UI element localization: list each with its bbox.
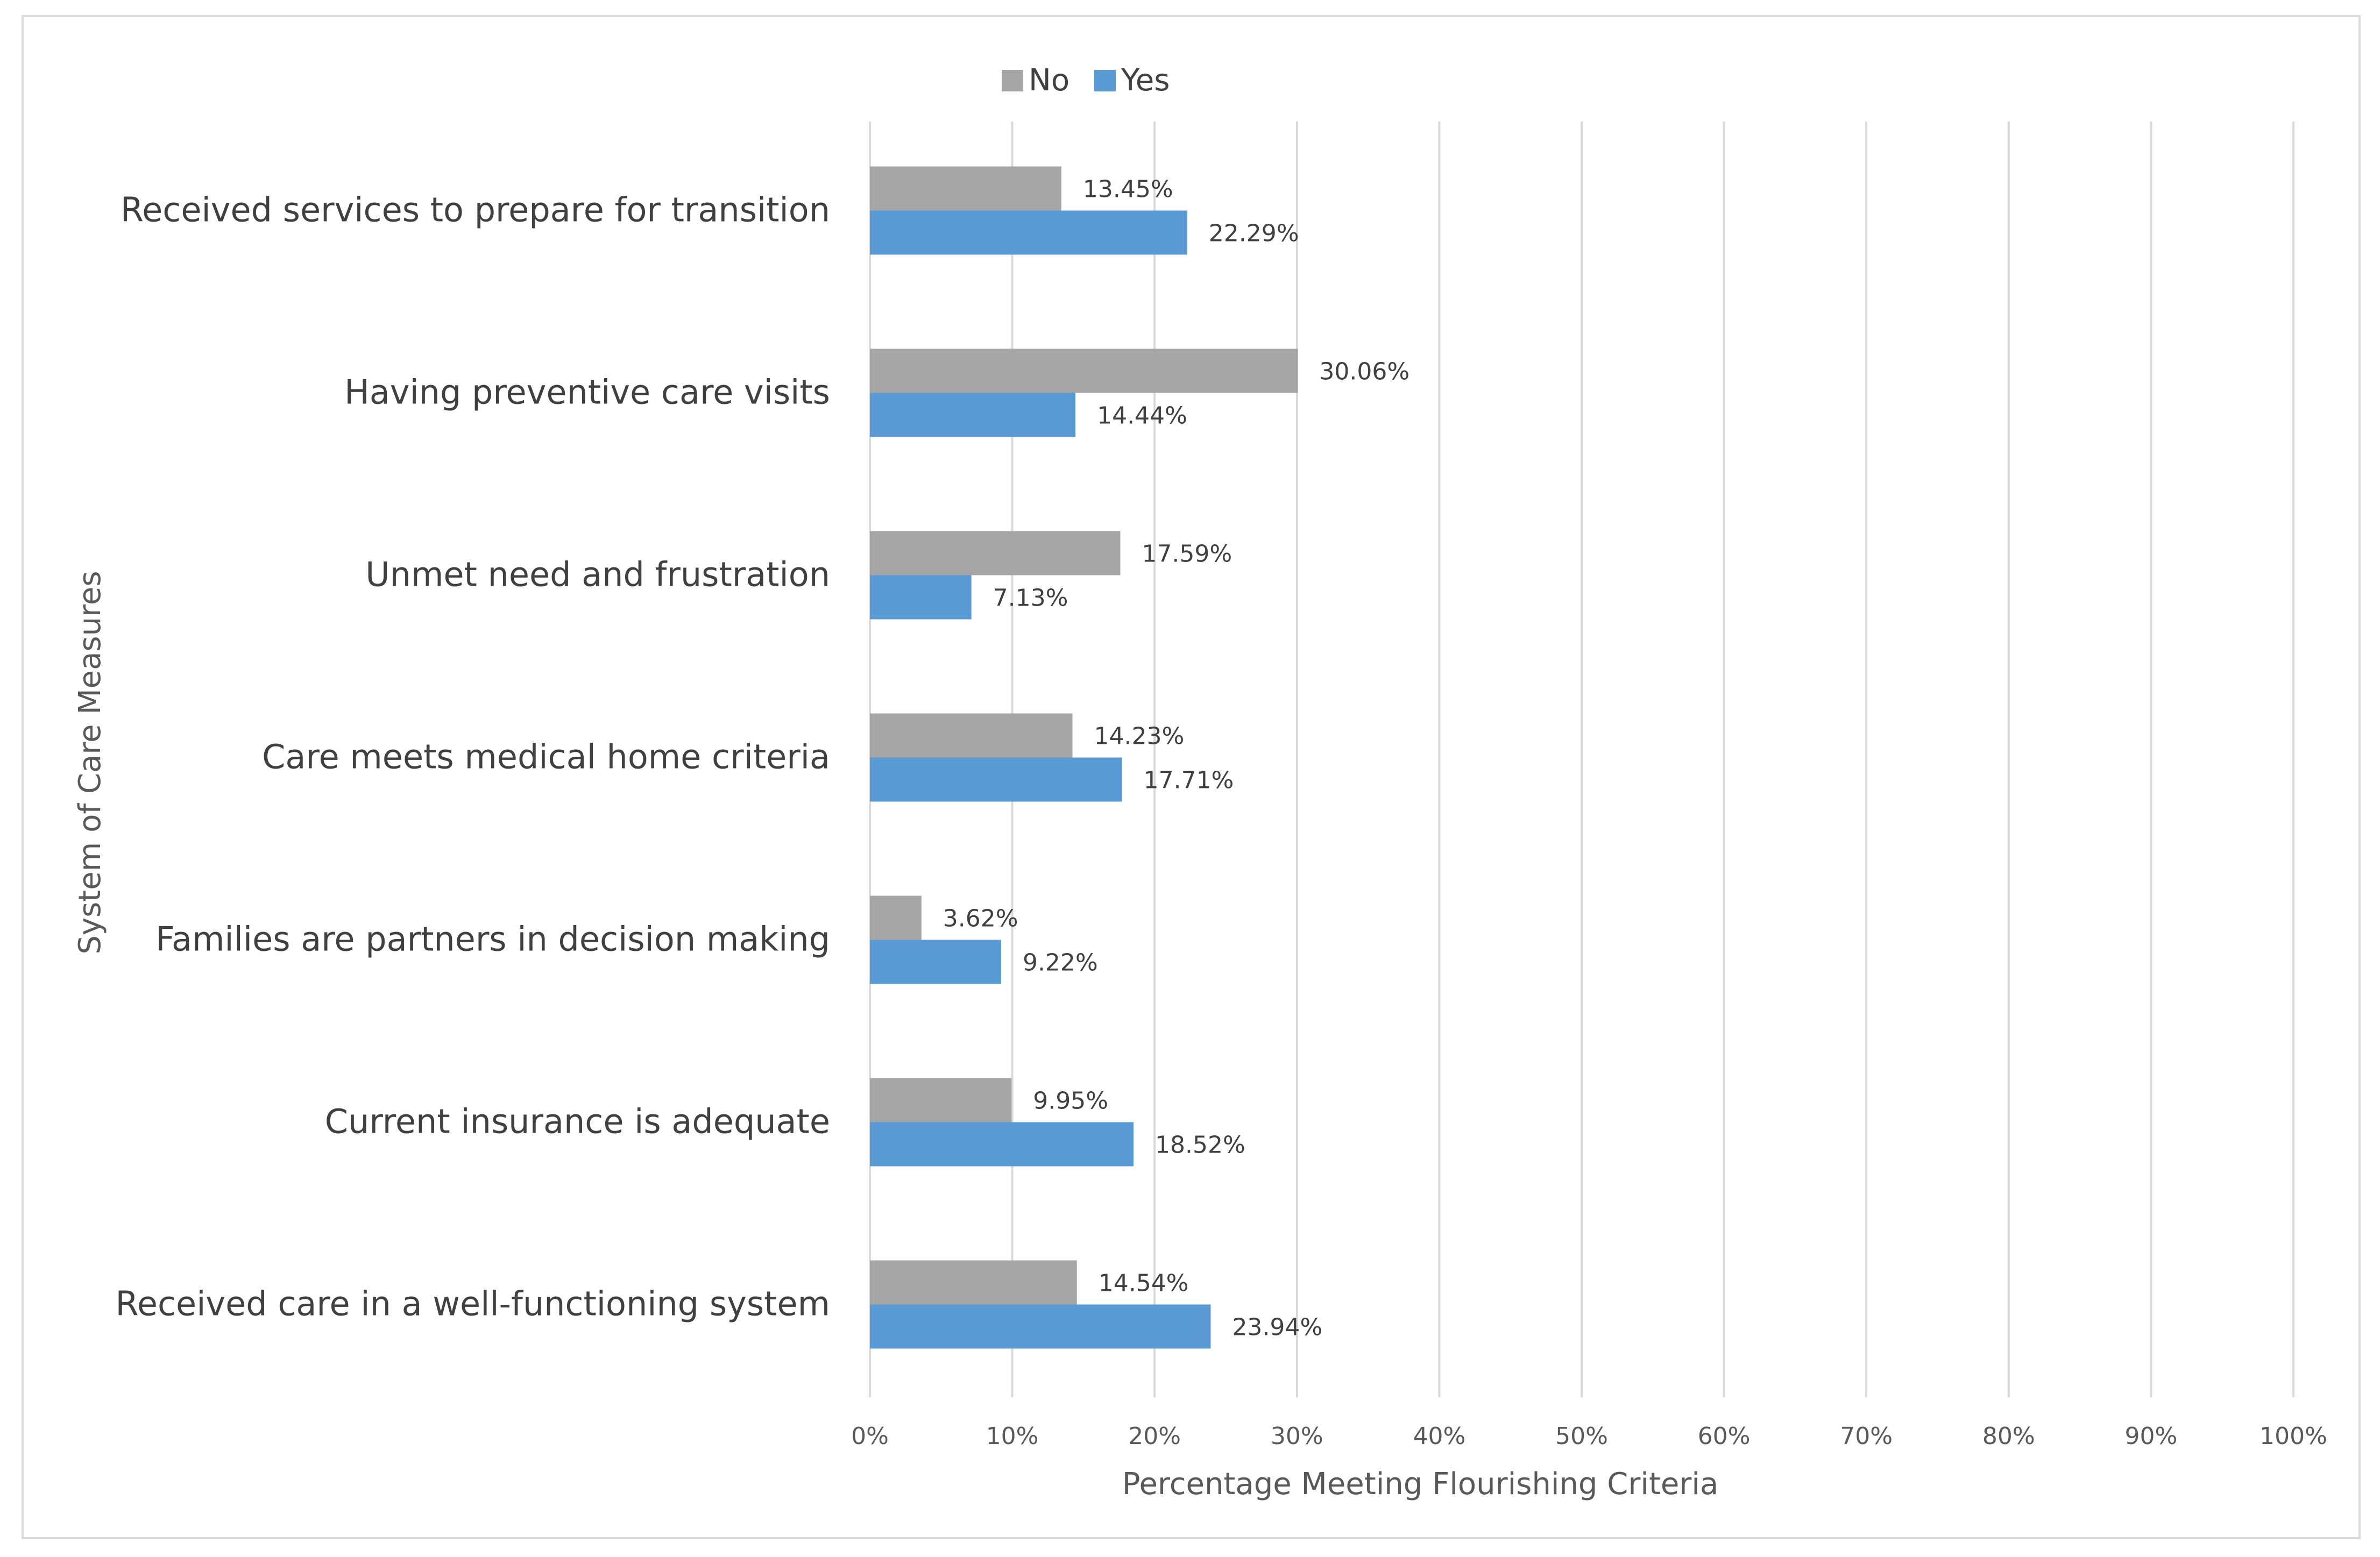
category-label: Received services to prepare for transit… xyxy=(121,190,830,230)
x-tick-label: 70% xyxy=(1840,1423,1893,1450)
data-label-no: 3.62% xyxy=(943,905,1018,933)
data-label-yes: 9.22% xyxy=(1023,949,1098,977)
x-tick-label: 90% xyxy=(2125,1423,2178,1450)
x-tick-label: 40% xyxy=(1413,1423,1466,1450)
bar-chart: 13.45% 22.29% 30.06% 14.44% 17.59% 7.13% 14.23… xyxy=(0,0,2380,1557)
legend: No Yes xyxy=(1002,63,1170,98)
data-label-yes: 17.71% xyxy=(1144,767,1234,794)
legend-label-no: No xyxy=(1029,63,1069,98)
x-tick-label: 20% xyxy=(1128,1423,1181,1450)
x-tick-label: 10% xyxy=(986,1423,1039,1450)
category-label: Current insurance is adequate xyxy=(325,1102,830,1141)
y-axis-title: System of Care Measures xyxy=(73,571,108,954)
category-label: Having preventive care visits xyxy=(344,373,830,412)
bar-yes xyxy=(870,1122,1134,1167)
data-label-no: 13.45% xyxy=(1083,176,1173,203)
data-label-no: 14.23% xyxy=(1094,723,1185,750)
data-label-no: 9.95% xyxy=(1033,1087,1108,1115)
legend-swatch-yes xyxy=(1094,70,1116,91)
category-label: Unmet need and frustration xyxy=(365,555,830,594)
bar-yes xyxy=(870,211,1187,255)
legend-label-yes: Yes xyxy=(1121,63,1170,98)
x-tick-label: 60% xyxy=(1698,1423,1751,1450)
bar-no xyxy=(870,349,1298,393)
category-label: Received care in a well-functioning syst… xyxy=(116,1284,830,1324)
category-labels: Received services to prepare for transit… xyxy=(116,190,830,1324)
data-label-yes: 7.13% xyxy=(993,585,1068,612)
bar-no xyxy=(870,531,1120,575)
x-tick-label: 0% xyxy=(851,1423,889,1450)
bars xyxy=(870,167,1298,1349)
data-label-yes: 14.44% xyxy=(1097,402,1187,430)
bar-yes xyxy=(870,940,1001,984)
category-label: Care meets medical home criteria xyxy=(262,737,830,777)
x-tick-label: 50% xyxy=(1555,1423,1608,1450)
bar-no xyxy=(870,167,1061,211)
data-label-yes: 23.94% xyxy=(1232,1314,1322,1341)
bar-no xyxy=(870,1078,1011,1122)
data-label-no: 14.54% xyxy=(1099,1270,1189,1297)
x-tick-labels: 0% 10% 20% 30% 40% 50% 60% 70% 80% 90% 100% xyxy=(851,1423,2327,1450)
bar-yes xyxy=(870,575,972,620)
data-label-yes: 22.29% xyxy=(1209,220,1299,247)
bar-yes xyxy=(870,1305,1210,1349)
bar-no xyxy=(870,714,1073,758)
bar-no xyxy=(870,1261,1077,1305)
data-label-no: 30.06% xyxy=(1319,358,1409,386)
x-axis-title: Percentage Meeting Flourishing Criteria xyxy=(1122,1467,1719,1502)
x-tick-label: 100% xyxy=(2259,1423,2327,1450)
data-label-no: 17.59% xyxy=(1142,541,1232,568)
legend-swatch-no xyxy=(1002,70,1023,91)
bar-yes xyxy=(870,393,1075,437)
data-label-yes: 18.52% xyxy=(1155,1132,1245,1159)
x-tick-label: 30% xyxy=(1271,1423,1323,1450)
bar-yes xyxy=(870,758,1122,802)
category-label: Families are partners in decision making xyxy=(155,920,830,959)
x-tick-label: 80% xyxy=(1982,1423,2035,1450)
bar-no xyxy=(870,896,922,940)
